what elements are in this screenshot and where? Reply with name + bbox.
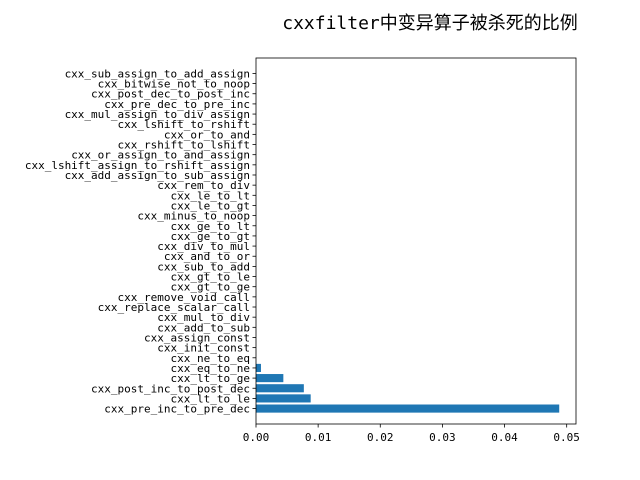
y-tick-label: cxx_sub_assign_to_add_assign bbox=[65, 67, 250, 80]
bar-cxx_lt_to_ge bbox=[256, 374, 284, 383]
y-tick-label: cxx_rshift_to_lshift bbox=[118, 139, 250, 152]
x-tick-label: 0.02 bbox=[367, 431, 394, 444]
x-tick-label: 0.05 bbox=[553, 431, 580, 444]
y-tick-label: cxx_mul_assign_to_div_assign bbox=[65, 108, 250, 121]
y-tick-label: cxx_lshift_to_rshift bbox=[118, 118, 250, 131]
y-tick-label: cxx_post_dec_to_post_inc bbox=[91, 88, 250, 101]
x-tick-label: 0.04 bbox=[491, 431, 518, 444]
y-tick-label: cxx_ge_to_lt bbox=[171, 220, 250, 233]
y-tick-label: cxx_rem_to_div bbox=[157, 179, 250, 192]
y-tick-label: cxx_gt_to_ge bbox=[171, 281, 250, 294]
y-tick-label: cxx_eq_to_ne bbox=[171, 362, 250, 375]
y-tick-label: cxx_remove_void_call bbox=[118, 291, 250, 304]
y-tick-label: cxx_assign_const bbox=[144, 331, 250, 344]
y-tick-label: cxx_le_to_lt bbox=[171, 189, 250, 202]
y-axis-ticks: cxx_pre_inc_to_pre_deccxx_lt_to_lecxx_po… bbox=[25, 67, 256, 416]
y-tick-label: cxx_or_assign_to_and_assign bbox=[71, 149, 250, 162]
y-tick-label: cxx_lt_to_ge bbox=[171, 372, 250, 385]
bar-cxx_eq_to_ne bbox=[256, 363, 261, 373]
x-axis-ticks: 0.00 0.01 0.02 0.03 0.04 0.05 bbox=[243, 424, 580, 444]
y-tick-label: cxx_add_to_sub bbox=[157, 321, 250, 334]
y-tick-label: cxx_gt_to_le bbox=[171, 271, 250, 284]
y-tick-label: cxx_lshift_assign_to_rshift_assign bbox=[25, 159, 250, 172]
y-tick-label: cxx_ne_to_eq bbox=[171, 352, 250, 365]
y-tick-label: cxx_div_to_mul bbox=[157, 240, 250, 253]
x-tick-label: 0.03 bbox=[429, 431, 456, 444]
y-tick-label: cxx_minus_to_noop bbox=[137, 210, 250, 223]
y-tick-label: cxx_pre_inc_to_pre_dec bbox=[104, 403, 250, 416]
y-tick-label: cxx_mul_to_div bbox=[157, 311, 250, 324]
y-tick-label: cxx_bitwise_not_to_noop bbox=[98, 78, 250, 91]
bar-cxx_post_inc_to_post_dec bbox=[256, 384, 304, 393]
x-tick-label: 0.00 bbox=[243, 431, 270, 444]
bar-cxx_pre_inc_to_pre_dec bbox=[256, 404, 560, 413]
bar-cxx_lt_to_le bbox=[256, 394, 311, 403]
y-tick-label: cxx_init_const bbox=[157, 342, 250, 355]
y-tick-label: cxx_le_to_gt bbox=[171, 199, 250, 212]
y-tick-label: cxx_or_to_and bbox=[164, 128, 250, 141]
y-tick-label: cxx_ge_to_gt bbox=[171, 230, 250, 243]
chart-title: cxxfilter中变异算子被杀死的比例 bbox=[282, 13, 578, 34]
y-tick-label: cxx_and_to_or bbox=[164, 250, 250, 263]
y-tick-label: cxx_add_assign_to_sub_assign bbox=[65, 169, 250, 182]
plot-frame bbox=[255, 57, 577, 425]
bars-layer bbox=[256, 363, 560, 413]
y-tick-label: cxx_lt_to_le bbox=[171, 392, 250, 405]
x-tick-label: 0.01 bbox=[305, 431, 332, 444]
y-tick-label: cxx_pre_dec_to_pre_inc bbox=[104, 98, 250, 111]
y-tick-label: cxx_replace_scalar_call bbox=[98, 301, 250, 314]
y-tick-label: cxx_post_inc_to_post_dec bbox=[91, 382, 250, 395]
y-tick-label: cxx_sub_to_add bbox=[157, 260, 250, 273]
